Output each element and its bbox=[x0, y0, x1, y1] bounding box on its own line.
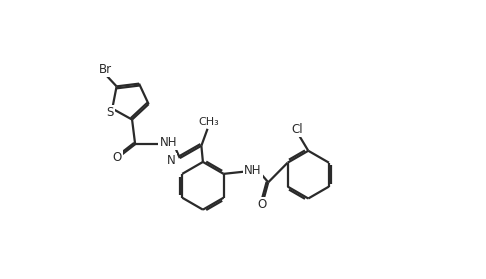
Text: N: N bbox=[167, 154, 176, 167]
Text: S: S bbox=[106, 106, 114, 119]
Text: Br: Br bbox=[99, 63, 112, 76]
Text: CH₃: CH₃ bbox=[199, 117, 220, 127]
Text: NH: NH bbox=[159, 136, 177, 149]
Text: O: O bbox=[258, 198, 267, 211]
Text: NH: NH bbox=[244, 163, 261, 177]
Text: Cl: Cl bbox=[292, 123, 303, 136]
Text: O: O bbox=[113, 151, 122, 164]
